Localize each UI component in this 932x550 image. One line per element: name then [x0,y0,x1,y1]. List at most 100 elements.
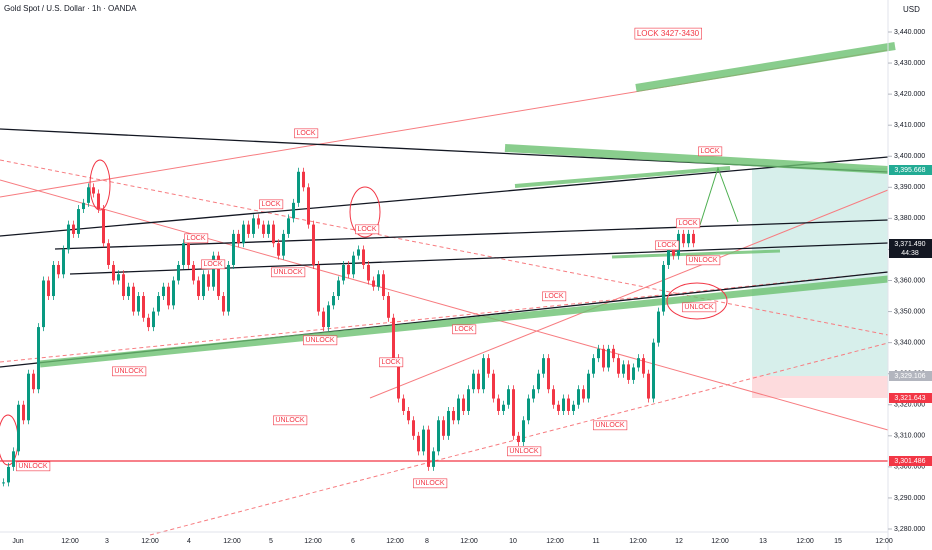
annotation-box [355,224,380,235]
candle [432,451,435,467]
candle [687,233,690,244]
candle [442,420,445,436]
candle [317,264,320,312]
y-tick-label: 3,340.000 [894,339,925,346]
y-tick-label: 3,440.000 [894,29,925,36]
price-tag: 3,321.643 [894,395,925,402]
candle [587,373,590,399]
annotation-box [686,255,721,266]
candle [77,209,80,234]
candle [232,233,235,265]
candles [2,167,695,487]
annotation: LOCK [454,326,473,333]
candle [107,243,110,265]
candle [157,296,160,312]
annotation: LOCK [296,130,315,137]
candle [577,389,580,405]
candle [282,233,285,256]
candle [102,209,105,244]
annotation-box [259,199,284,210]
candle [352,255,355,275]
y-tick-label: 3,280.000 [894,526,925,533]
annotation-box [676,218,701,229]
candle [222,296,225,312]
annotation-box [655,240,680,251]
candle [657,311,660,343]
candle [347,264,350,275]
y-tick-label: 3,300.000 [894,464,925,471]
candle [217,255,220,297]
profit-zone [752,168,888,376]
candle [72,224,75,234]
annotation-box [112,366,147,377]
y-tick-label: 3,310.000 [894,433,925,440]
candle [632,367,635,380]
price-tag-bg [889,248,932,258]
candle [642,358,645,374]
price-tag-bg [889,456,932,466]
x-tick-label: 12 [675,538,683,545]
candle [192,264,195,281]
candle [437,420,440,452]
candle [497,398,500,411]
price-tag: 44:38 [901,250,919,257]
candle [407,410,410,421]
candle [272,224,275,244]
candle [247,224,250,234]
candle [422,429,425,452]
annotation: LOCK [657,242,676,249]
candle [487,358,490,374]
price-tag-bg [889,393,932,403]
candle [267,224,270,234]
candle [242,224,245,244]
candle [402,398,405,411]
candle [452,410,455,421]
x-tick-label: 12:00 [304,538,322,545]
candle [32,373,35,390]
annotation: UNLOCK [305,337,335,344]
candle [162,286,165,297]
candle [532,389,535,399]
candle [667,249,670,265]
candle [477,373,480,390]
x-tick-label: 12:00 [141,538,159,545]
candle [17,404,20,452]
annotation: UNLOCK [595,422,625,429]
candle [417,435,420,452]
candle [197,280,200,297]
candle [582,389,585,399]
candle [37,327,40,390]
candle [467,389,470,411]
x-tick-label: 6 [351,538,355,545]
candle [237,233,240,244]
candle [527,398,530,421]
candle [117,274,120,281]
currency: USD [903,5,920,14]
candle [202,274,205,297]
y-tick-label: 3,320.000 [894,402,925,409]
x-tick-label: 5 [269,538,273,545]
annotation: LOCK [381,359,400,366]
price-tag: 3,395.668 [894,167,925,174]
candle [47,280,50,297]
candle [542,358,545,374]
annotation: LOCK [700,148,719,155]
annotation-box [16,461,51,472]
candle [142,296,145,318]
candle [387,296,390,318]
x-tick-label: 10 [509,538,517,545]
candle [7,466,10,483]
annotation: LOCK [186,235,205,242]
candle [342,264,345,281]
y-tick-label: 3,350.000 [894,308,925,315]
annotation: LOCK [357,226,376,233]
y-tick-label: 3,430.000 [894,60,925,67]
candle [57,264,60,275]
candle [12,451,15,467]
candle [382,274,385,297]
x-tick-label: 12:00 [875,538,893,545]
candle [277,243,280,256]
annotation: LOCK [261,201,280,208]
candle [67,224,70,250]
annotation-box [184,233,209,244]
